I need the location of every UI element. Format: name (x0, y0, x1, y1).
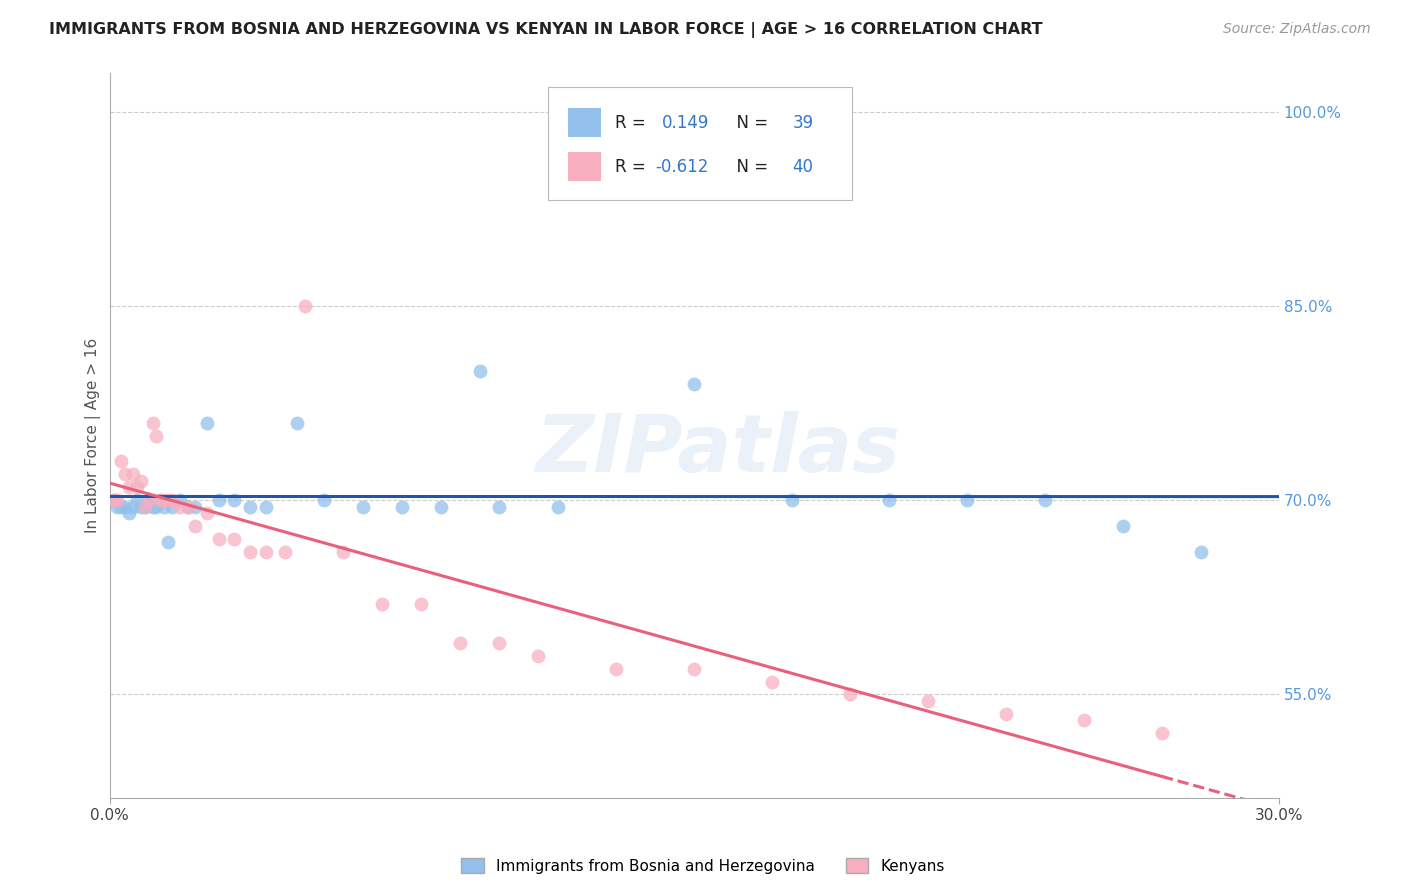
Point (274, 545, 297, 559)
Point (254, 500, 277, 514)
Point (118, 480, 141, 494)
Point (122, 467, 145, 482)
Point (683, 376, 706, 391)
Point (160, 500, 183, 514)
Point (125, 480, 148, 494)
Point (134, 500, 156, 514)
Point (239, 545, 262, 559)
Text: N =: N = (725, 113, 773, 132)
Point (145, 428, 167, 442)
Point (149, 493, 172, 508)
Point (153, 500, 176, 514)
Text: -0.612: -0.612 (655, 158, 709, 176)
FancyBboxPatch shape (548, 87, 852, 200)
Point (138, 493, 160, 508)
Point (1112, 519, 1135, 533)
Point (141, 416, 163, 430)
Point (138, 493, 160, 508)
Point (995, 706, 1018, 721)
Point (145, 500, 167, 514)
FancyBboxPatch shape (568, 108, 600, 137)
Point (371, 597, 394, 611)
Point (294, 299, 316, 313)
Point (184, 519, 207, 533)
Point (114, 500, 136, 514)
Text: Source: ZipAtlas.com: Source: ZipAtlas.com (1223, 22, 1371, 37)
Text: 0.149: 0.149 (662, 113, 709, 132)
Point (141, 500, 163, 514)
Point (176, 500, 198, 514)
Legend: Immigrants from Bosnia and Herzegovina, Kenyans: Immigrants from Bosnia and Herzegovina, … (456, 852, 950, 880)
Point (391, 500, 413, 514)
Text: ZIPatlas: ZIPatlas (536, 411, 900, 489)
Point (149, 493, 172, 508)
Point (110, 454, 132, 468)
Point (877, 493, 900, 508)
Point (683, 662, 706, 676)
Point (134, 500, 156, 514)
Y-axis label: In Labor Force | Age > 16: In Labor Force | Age > 16 (86, 338, 101, 533)
Point (254, 545, 277, 559)
Point (107, 500, 129, 514)
Point (605, 662, 627, 676)
Point (184, 500, 207, 514)
Point (169, 493, 191, 508)
Point (122, 500, 145, 514)
Point (157, 534, 180, 549)
Point (160, 493, 183, 508)
Point (547, 500, 569, 514)
Point (917, 694, 939, 708)
Point (839, 688, 862, 702)
Point (224, 493, 246, 508)
Point (157, 493, 180, 508)
Point (332, 545, 354, 559)
Text: N =: N = (725, 158, 773, 176)
Point (195, 416, 218, 430)
Point (129, 474, 152, 488)
Text: 39: 39 (793, 113, 814, 132)
Text: 40: 40 (793, 158, 814, 176)
Point (103, 493, 125, 508)
Text: R =: R = (614, 113, 651, 132)
Point (239, 500, 262, 514)
Point (488, 636, 510, 650)
Point (780, 493, 803, 508)
Point (195, 506, 218, 520)
Point (129, 500, 152, 514)
Point (169, 500, 191, 514)
Point (449, 636, 471, 650)
Point (153, 493, 176, 508)
Point (411, 597, 433, 611)
Point (224, 532, 246, 546)
Point (430, 500, 453, 514)
Point (352, 500, 374, 514)
Point (110, 500, 132, 514)
Point (1189, 545, 1212, 559)
Point (114, 467, 136, 482)
Point (761, 674, 783, 689)
Point (107, 493, 129, 508)
Point (312, 493, 335, 508)
Point (1073, 714, 1095, 728)
Point (125, 493, 148, 508)
Point (208, 493, 231, 508)
Point (208, 532, 231, 546)
Point (285, 416, 308, 430)
Text: R =: R = (614, 158, 651, 176)
FancyBboxPatch shape (568, 153, 600, 181)
Point (468, 364, 491, 378)
Point (1033, 493, 1056, 508)
Point (956, 493, 979, 508)
Point (1150, 726, 1173, 740)
Point (103, 493, 125, 508)
Point (488, 500, 510, 514)
Point (118, 506, 141, 520)
Point (176, 500, 198, 514)
Point (527, 648, 550, 663)
Text: IMMIGRANTS FROM BOSNIA AND HERZEGOVINA VS KENYAN IN LABOR FORCE | AGE > 16 CORRE: IMMIGRANTS FROM BOSNIA AND HERZEGOVINA V… (49, 22, 1043, 38)
